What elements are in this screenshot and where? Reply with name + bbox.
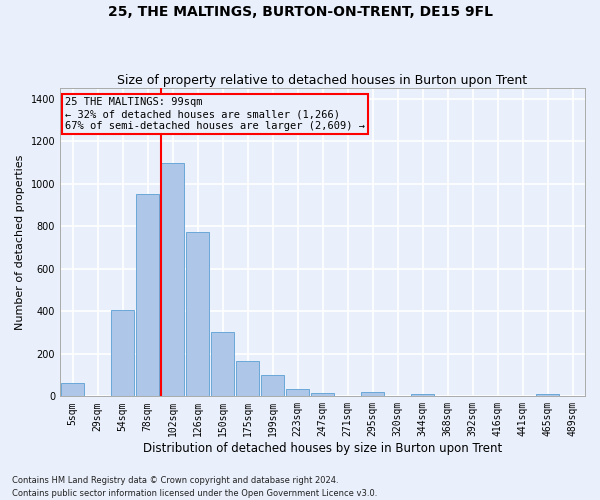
Bar — [411, 394, 434, 396]
Bar — [161, 162, 184, 396]
Bar — [311, 393, 334, 396]
Bar — [536, 394, 559, 396]
X-axis label: Distribution of detached houses by size in Burton upon Trent: Distribution of detached houses by size … — [143, 442, 502, 455]
Text: 25, THE MALTINGS, BURTON-ON-TRENT, DE15 9FL: 25, THE MALTINGS, BURTON-ON-TRENT, DE15 … — [107, 5, 493, 19]
Bar — [136, 194, 159, 396]
Bar — [361, 392, 384, 396]
Bar — [261, 375, 284, 396]
Bar — [111, 310, 134, 396]
Bar — [211, 332, 234, 396]
Text: Contains HM Land Registry data © Crown copyright and database right 2024.
Contai: Contains HM Land Registry data © Crown c… — [12, 476, 377, 498]
Bar — [286, 389, 309, 396]
Bar — [186, 232, 209, 396]
Title: Size of property relative to detached houses in Burton upon Trent: Size of property relative to detached ho… — [118, 74, 527, 87]
Y-axis label: Number of detached properties: Number of detached properties — [15, 154, 25, 330]
Bar — [236, 362, 259, 396]
Bar — [61, 382, 84, 396]
Text: 25 THE MALTINGS: 99sqm
← 32% of detached houses are smaller (1,266)
67% of semi-: 25 THE MALTINGS: 99sqm ← 32% of detached… — [65, 98, 365, 130]
